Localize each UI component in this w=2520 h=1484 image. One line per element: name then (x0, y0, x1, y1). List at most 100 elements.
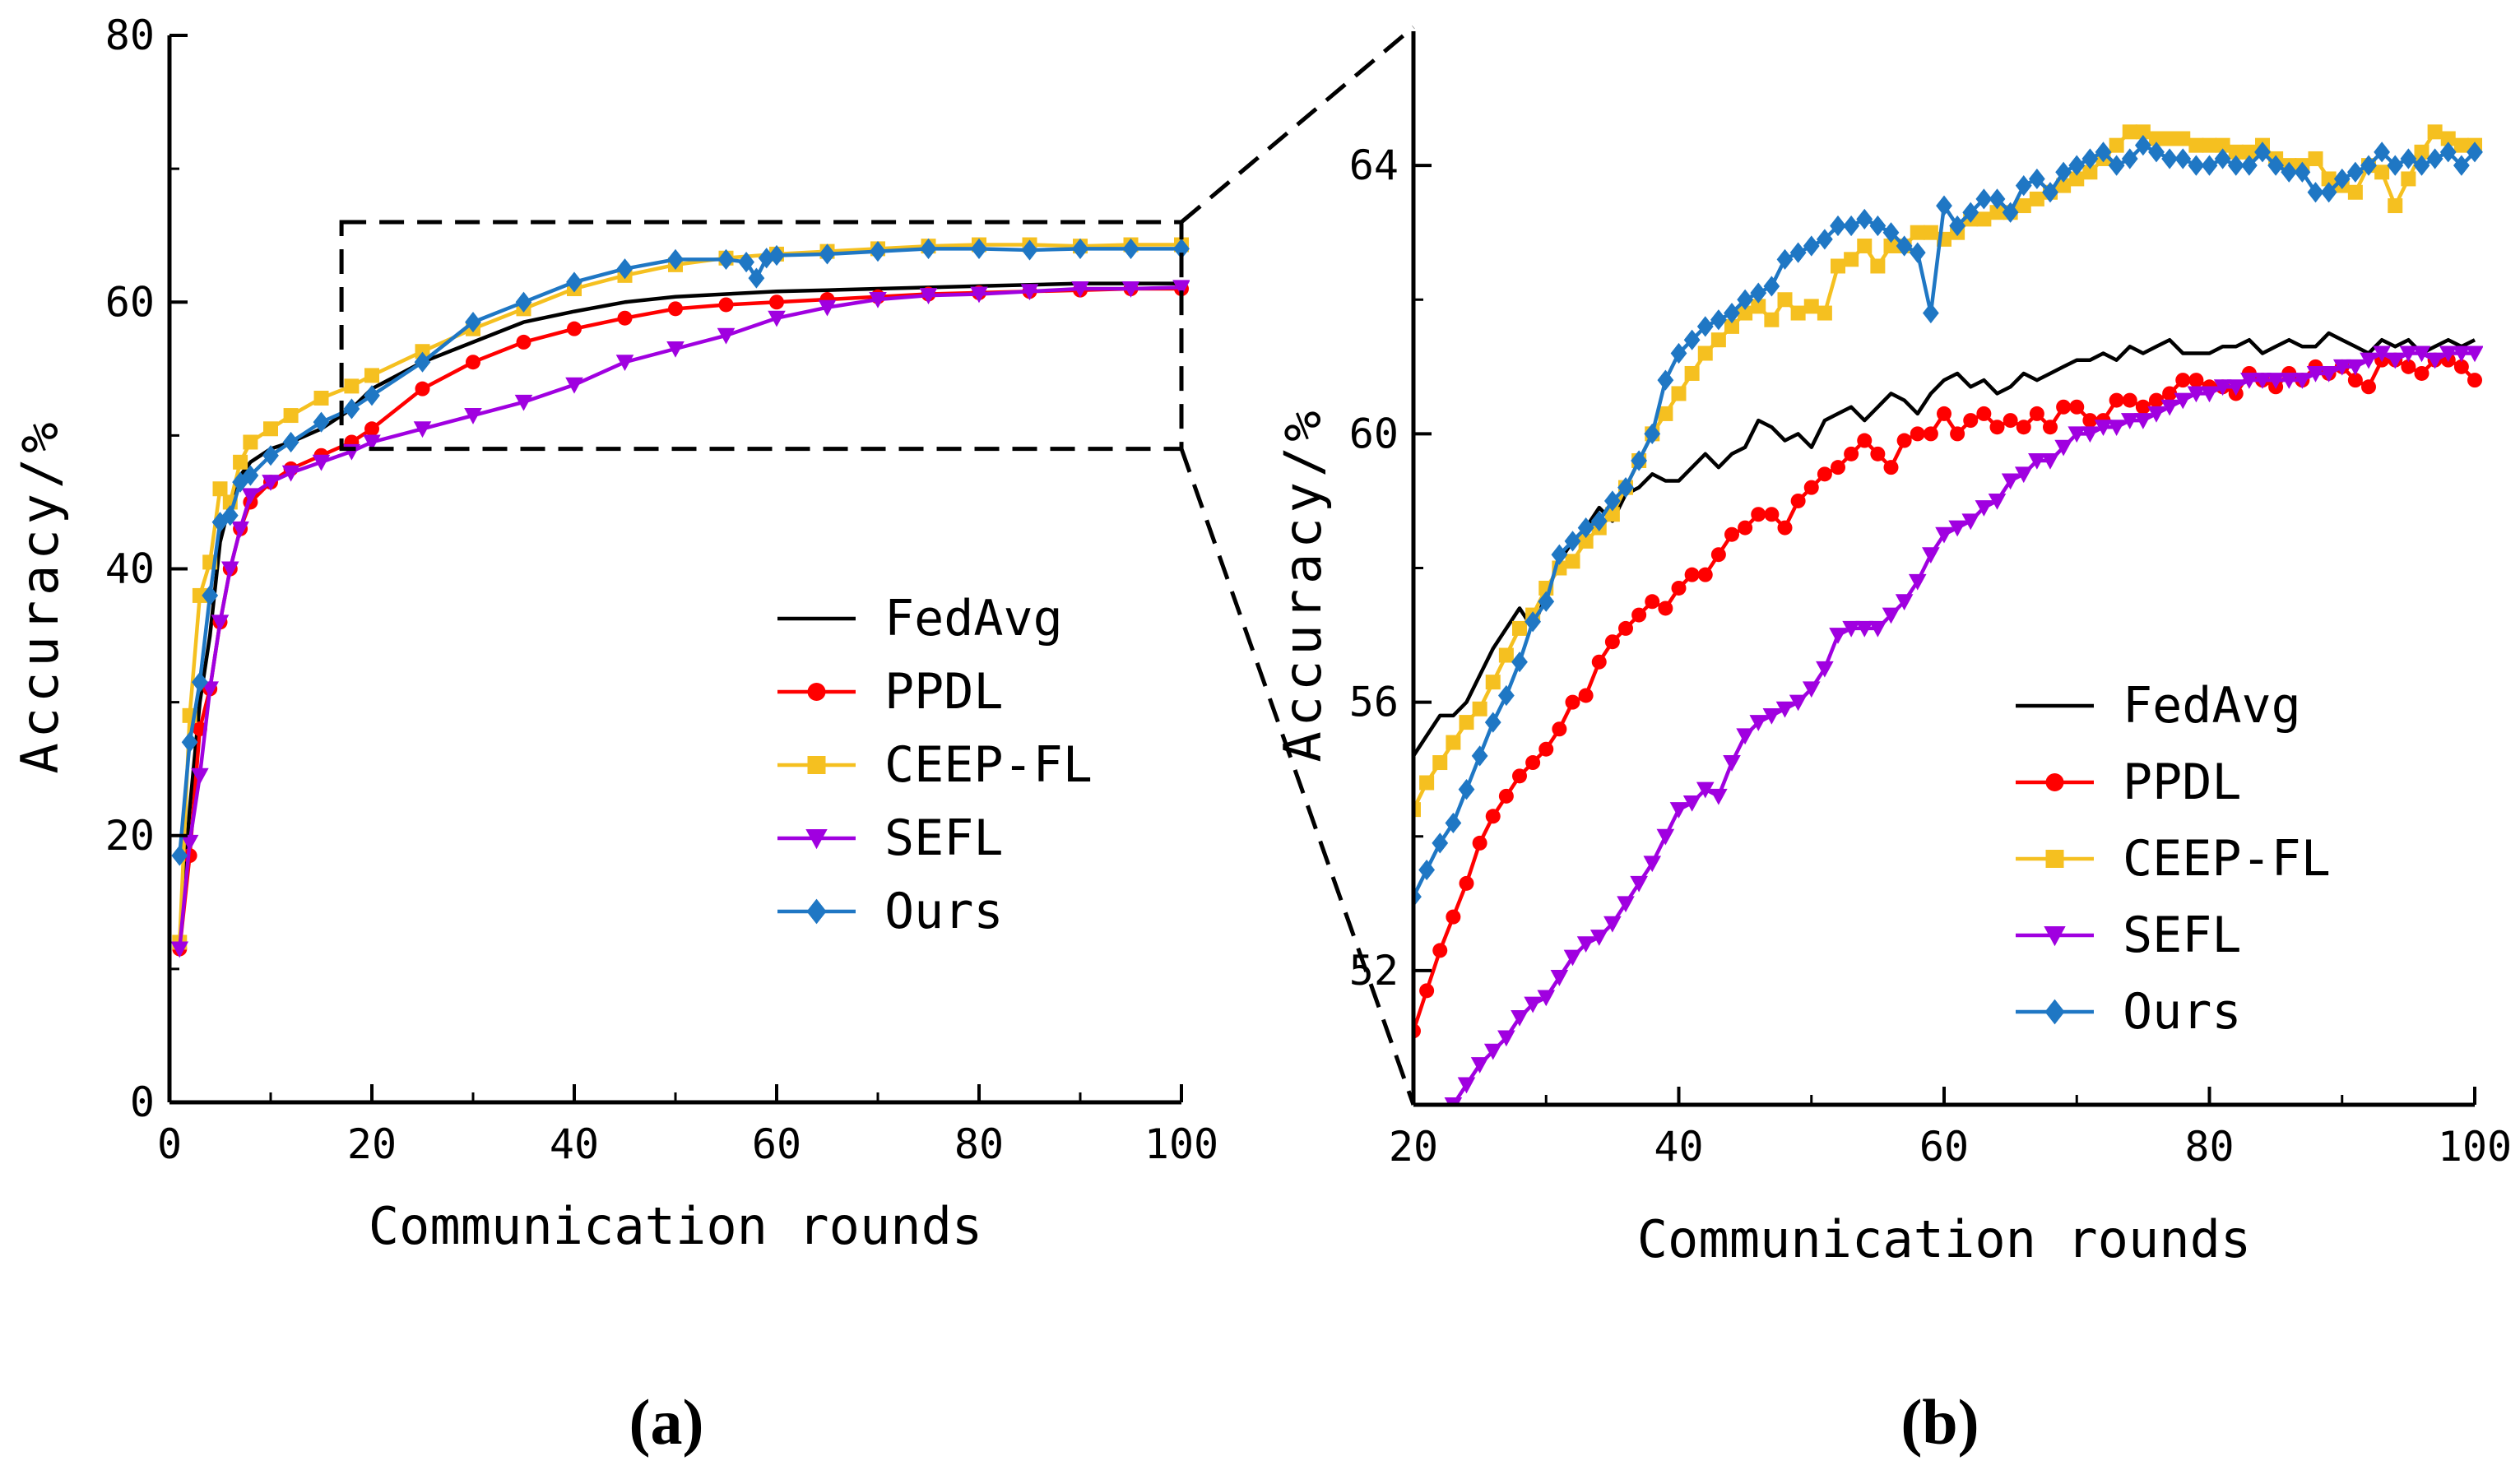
data-point-ours (1577, 517, 1594, 539)
data-point-ours (1989, 188, 2006, 210)
data-point-ours (1763, 276, 1780, 297)
data-point-ceep-fl (1413, 802, 1421, 818)
data-point-ppdl (2056, 399, 2072, 415)
data-point-ppdl (1883, 460, 1899, 475)
data-point-ours (1975, 188, 1993, 210)
data-point-sefl (2293, 373, 2312, 389)
data-point-ours (2281, 161, 2298, 183)
data-point-ours (2453, 155, 2470, 176)
data-point-ours (192, 671, 208, 693)
data-point-ppdl (1777, 520, 1793, 536)
data-point-ceep-fl (415, 344, 430, 359)
data-point-ours (2360, 155, 2377, 176)
panel-b: 20 40 60 80 100 52 56 60 64 FedAvg PPDL CEEP-FL SEF… (1273, 31, 2512, 1458)
data-point-ceep-fl (1777, 292, 1793, 308)
data-point-sefl (2041, 453, 2059, 470)
legend-label-ours: Ours (884, 883, 1004, 940)
data-point-ours (2307, 182, 2324, 203)
data-point-ppdl (2109, 392, 2124, 408)
data-point-sefl (2360, 352, 2378, 369)
data-point-sefl (2028, 453, 2046, 470)
data-point-ours (211, 512, 229, 533)
data-point-sefl (1842, 620, 1860, 638)
panel-b-y-axis-label: Accuracy/% (1273, 406, 1333, 762)
data-point-sefl (2134, 413, 2152, 429)
data-point-ceep-fl (233, 454, 248, 470)
data-point-sefl (1643, 856, 1662, 873)
data-point-ours (1869, 215, 1887, 237)
data-point-ppdl (1658, 601, 1673, 616)
data-point-sefl (2412, 345, 2431, 363)
data-point-ours (1882, 222, 1900, 243)
data-point-ours (282, 431, 299, 453)
data-point-ours (1644, 423, 1661, 444)
data-point-ceep-fl (1751, 299, 1766, 314)
data-point-ours (221, 505, 239, 526)
data-point-sefl (464, 408, 482, 424)
data-point-ours (1603, 490, 1621, 512)
data-point-ours (2015, 174, 2032, 197)
data-point-ours (2333, 168, 2351, 190)
data-point-ppdl (1697, 567, 1713, 582)
legend-marker-sefl (805, 829, 828, 850)
data-point-ours (1962, 202, 1979, 223)
data-point-ppdl (2188, 373, 2204, 388)
data-point-ours (1538, 591, 1555, 612)
data-point-ceep-fl (1419, 775, 1435, 791)
data-point-ppdl (1538, 741, 1554, 757)
legend-label-ppdl: PPDL (884, 663, 1004, 721)
panel-b-x-axis-label: Communication rounds (1637, 1209, 2252, 1269)
data-point-sefl (2466, 345, 2483, 363)
data-point-sefl (2200, 386, 2219, 403)
data-point-ppdl (1485, 809, 1501, 824)
data-point-ours (2068, 155, 2086, 176)
data-point-sefl (2425, 352, 2444, 369)
data-point-sefl (2081, 426, 2100, 443)
data-point-sefl (312, 454, 331, 471)
data-point-sefl (1922, 547, 1940, 563)
data-point-ceep-fl (2149, 131, 2164, 146)
x-tick-label: 20 (1389, 1123, 1438, 1171)
panel-b-legend: FedAvg PPDL CEEP-FL SEFL Ours (2016, 677, 2331, 1041)
legend-label-ceep-fl: CEEP-FL (884, 736, 1093, 794)
data-point-ceep-fl (1910, 225, 1925, 240)
data-point-sefl (1563, 949, 1582, 967)
data-point-ours (1511, 652, 1528, 673)
data-point-ceep-fl (1512, 620, 1527, 636)
data-point-sefl (768, 310, 786, 327)
data-point-sefl (180, 834, 199, 851)
legend-label-sefl: SEFL (884, 809, 1004, 867)
panel-a: 0 20 40 60 80 100 0 20 40 60 80 FedAvg PPDL CEEP-FL S… (10, 12, 1218, 1458)
data-point-sefl (281, 465, 300, 482)
x-tick-label: 60 (752, 1120, 801, 1168)
data-point-ceep-fl (2427, 124, 2443, 140)
data-point-ours (1122, 238, 1139, 259)
x-tick-label: 80 (954, 1120, 1004, 1168)
data-point-ours (2108, 155, 2125, 176)
data-point-sefl (1935, 526, 1953, 544)
data-point-ppdl (1976, 406, 1992, 421)
data-point-ceep-fl (1485, 675, 1501, 690)
data-point-sefl (1961, 513, 1980, 531)
data-point-ours (1710, 309, 1727, 331)
data-point-ours (2374, 141, 2391, 163)
data-point-ours (1750, 282, 1767, 304)
data-point-ceep-fl (1684, 365, 1700, 381)
data-point-sefl (1603, 916, 1622, 933)
data-point-ceep-fl (2122, 124, 2137, 140)
legend-label-sefl: SEFL (2123, 907, 2242, 964)
data-point-sefl (1762, 707, 1781, 725)
data-point-ours (1670, 342, 1687, 364)
data-point-ceep-fl (364, 368, 379, 383)
data-point-ours (364, 385, 380, 406)
data-point-ours (2294, 161, 2311, 183)
data-point-ours (1484, 712, 1501, 733)
data-point-sefl (2373, 345, 2391, 363)
data-point-ceep-fl (2414, 144, 2430, 160)
data-point-ours (2028, 168, 2045, 190)
data-point-sefl (2267, 373, 2285, 389)
data-point-ppdl (1459, 875, 1474, 891)
zoom-connector (339, 26, 1416, 1106)
data-point-ours (313, 411, 330, 433)
